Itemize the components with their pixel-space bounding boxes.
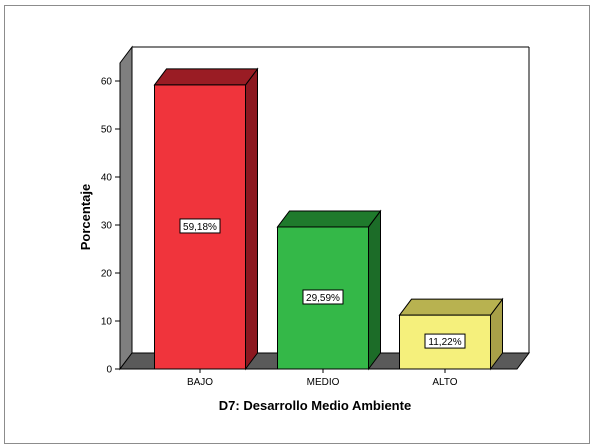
data-label: 59,18% (183, 222, 217, 233)
bar-side (245, 67, 258, 371)
data-label: 29,59% (306, 293, 340, 304)
bar-top (398, 298, 504, 316)
bars: 59,18% 29,59% 11,22% (153, 67, 504, 371)
y-tick-label: 50 (101, 125, 113, 136)
bar-alto: 11,22% (398, 297, 504, 371)
x-axis: BAJO MEDIO ALTO (120, 368, 517, 388)
x-tick-label: ALTO (432, 377, 457, 388)
bar-medio: 29,59% (276, 209, 382, 371)
bar-front (399, 314, 491, 370)
y-axis: 0 10 20 30 40 50 60 (101, 63, 121, 376)
y-tick-label: 20 (101, 269, 113, 280)
bar-bajo: 59,18% (153, 67, 259, 371)
side-wall (119, 45, 133, 371)
data-label-box (179, 218, 221, 234)
y-tick-label: 30 (101, 221, 113, 232)
x-tick-label: MEDIO (307, 377, 340, 388)
bar-top (153, 68, 259, 86)
data-label: 11,22% (428, 337, 461, 348)
x-tick-label: BAJO (187, 377, 213, 388)
y-tick-label: 0 (106, 365, 112, 376)
data-label-box (424, 333, 466, 349)
y-tick-label: 10 (101, 317, 113, 328)
y-axis-title: Porcentaje (78, 184, 93, 250)
x-axis-title: D7: Desarrollo Medio Ambiente (219, 398, 411, 413)
data-label-box (302, 289, 344, 305)
y-tick-label: 60 (101, 77, 113, 88)
bar-top (276, 210, 382, 228)
bar-side (368, 209, 381, 371)
y-tick-label: 40 (101, 173, 113, 184)
